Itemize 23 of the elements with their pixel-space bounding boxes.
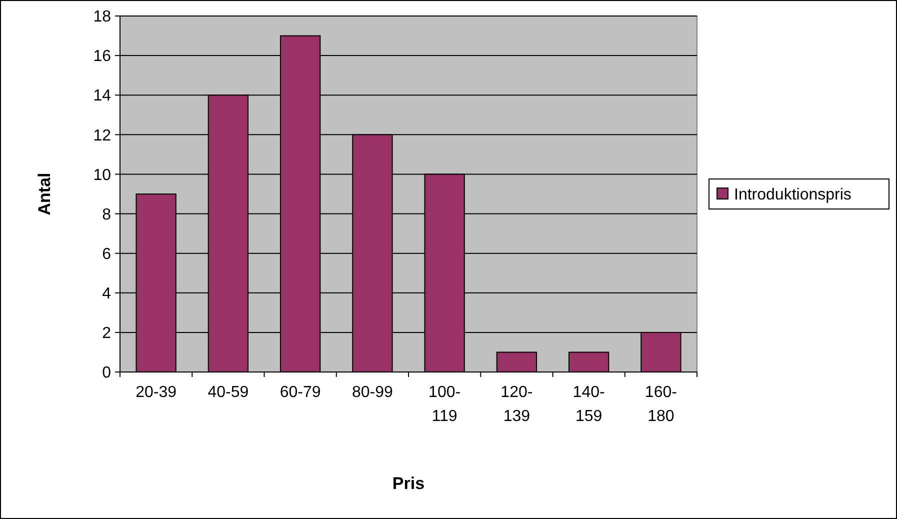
y-tick-label: 14 xyxy=(93,88,112,105)
y-tick-label: 6 xyxy=(102,246,112,263)
y-tick-label: 0 xyxy=(102,364,112,382)
x-tick-label: 120-139 xyxy=(500,384,533,425)
y-tick-label: 16 xyxy=(93,48,112,66)
y-axis-title: Antal xyxy=(35,172,54,216)
y-tick-label: 2 xyxy=(102,325,112,342)
y-tick-label: 4 xyxy=(102,285,112,302)
y-tick-label: 10 xyxy=(93,166,112,184)
x-tick-label: 160-180 xyxy=(644,384,677,425)
bar xyxy=(496,352,538,372)
bar xyxy=(568,352,610,372)
x-tick-label: 60-79 xyxy=(280,384,321,401)
x-tick-label: 100-119 xyxy=(428,384,461,425)
x-axis-title: Pris xyxy=(392,474,425,493)
x-tick-label: 80-99 xyxy=(352,384,393,401)
y-tick-label: 12 xyxy=(93,127,112,144)
y-tick-label: 8 xyxy=(102,206,112,224)
x-tick-label: 20-39 xyxy=(136,384,177,401)
x-tick-label: 140-159 xyxy=(572,384,605,425)
x-tick-label: 40-59 xyxy=(208,384,249,401)
legend-label: Introduktionspris xyxy=(734,186,852,204)
y-tick-label: 18 xyxy=(93,8,112,26)
